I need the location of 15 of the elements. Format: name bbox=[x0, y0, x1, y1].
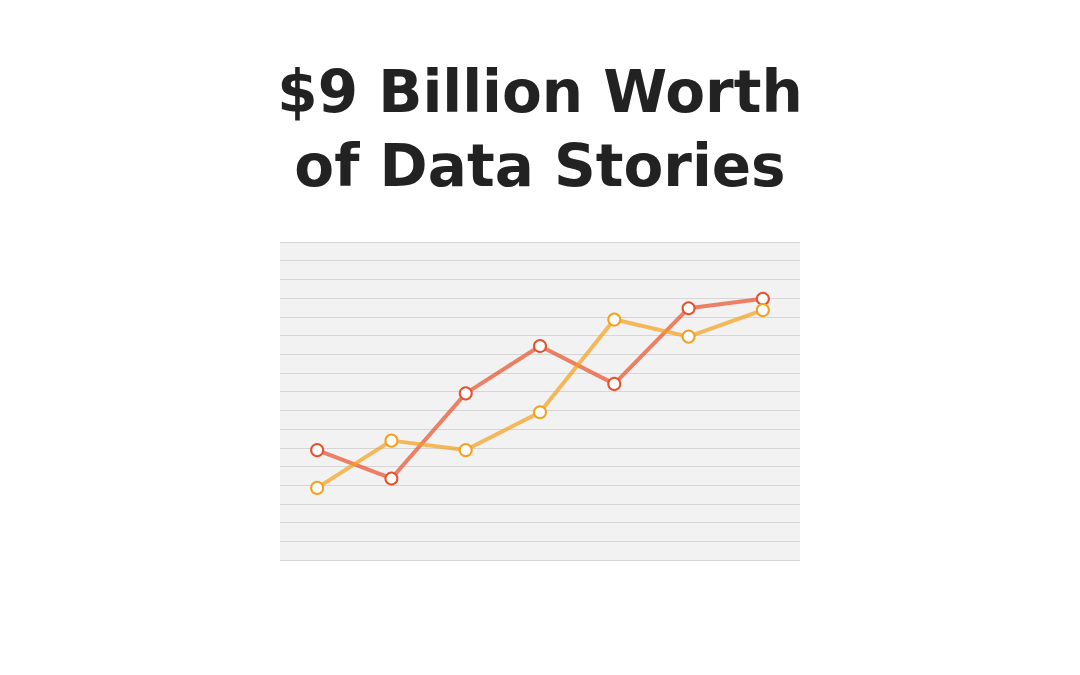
point bbox=[384, 433, 399, 448]
point bbox=[458, 386, 473, 401]
point bbox=[755, 291, 770, 306]
point bbox=[533, 339, 547, 354]
point bbox=[681, 329, 696, 344]
point bbox=[755, 303, 770, 318]
point bbox=[681, 301, 696, 316]
point bbox=[310, 443, 325, 458]
point bbox=[607, 312, 622, 327]
point bbox=[384, 471, 399, 486]
point bbox=[533, 405, 547, 420]
point bbox=[607, 376, 622, 391]
point bbox=[458, 443, 473, 458]
point bbox=[310, 480, 325, 495]
chart-title: $9 Billion Worth of Data Stories bbox=[277, 58, 803, 200]
